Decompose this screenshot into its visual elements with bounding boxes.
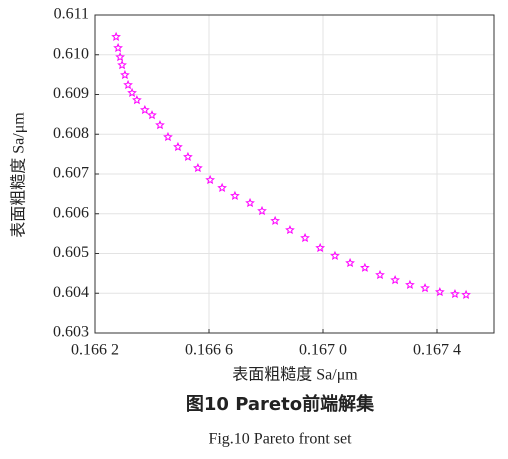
point [390,275,400,285]
y-tick-label: 0.610 [53,45,89,62]
point [140,104,150,115]
point [120,69,130,80]
y-tick-label: 0.606 [53,204,89,221]
y-axis-label: 表面粗糙度 Sa/μm [10,112,28,238]
point [270,215,280,226]
point [163,131,173,142]
point [257,205,267,216]
x-tick-label: 0.166 2 [71,342,119,359]
point [111,31,121,41]
point [345,257,355,268]
caption-cn: 图10 Pareto前端解集 [186,393,375,415]
y-tick-label: 0.607 [53,165,89,182]
point [183,151,193,162]
point [360,262,370,272]
point [330,250,340,261]
point [285,224,295,235]
point [155,120,165,130]
point [375,269,385,280]
point [117,59,127,70]
caption-en: Fig.10 Pareto front set [208,431,352,448]
point [435,286,445,297]
point [132,94,142,105]
point [461,289,471,299]
x-tick-label: 0.167 0 [299,342,347,359]
point [147,110,157,120]
point [115,52,125,62]
point [420,282,430,293]
point [123,79,133,90]
point [315,242,325,253]
point [405,279,415,290]
x-tick-label: 0.167 4 [413,342,461,359]
point [113,42,123,53]
point [127,87,137,98]
point [230,190,240,200]
y-tick-label: 0.608 [53,125,89,142]
point [205,174,215,185]
plot-frame [94,14,495,334]
x-tick-label: 0.166 6 [185,342,233,359]
point [245,197,255,208]
point [193,162,203,173]
y-tick-label: 0.603 [53,324,89,341]
y-tick-label: 0.605 [53,244,89,261]
point [217,182,227,193]
y-tick-label: 0.609 [53,85,89,102]
point [173,141,183,152]
point [450,288,460,299]
y-tick-label: 0.604 [53,284,89,301]
y-tick-label: 0.611 [54,6,89,23]
point [300,232,310,243]
x-axis-label: 表面粗糙度 Sa/μm [232,366,358,384]
